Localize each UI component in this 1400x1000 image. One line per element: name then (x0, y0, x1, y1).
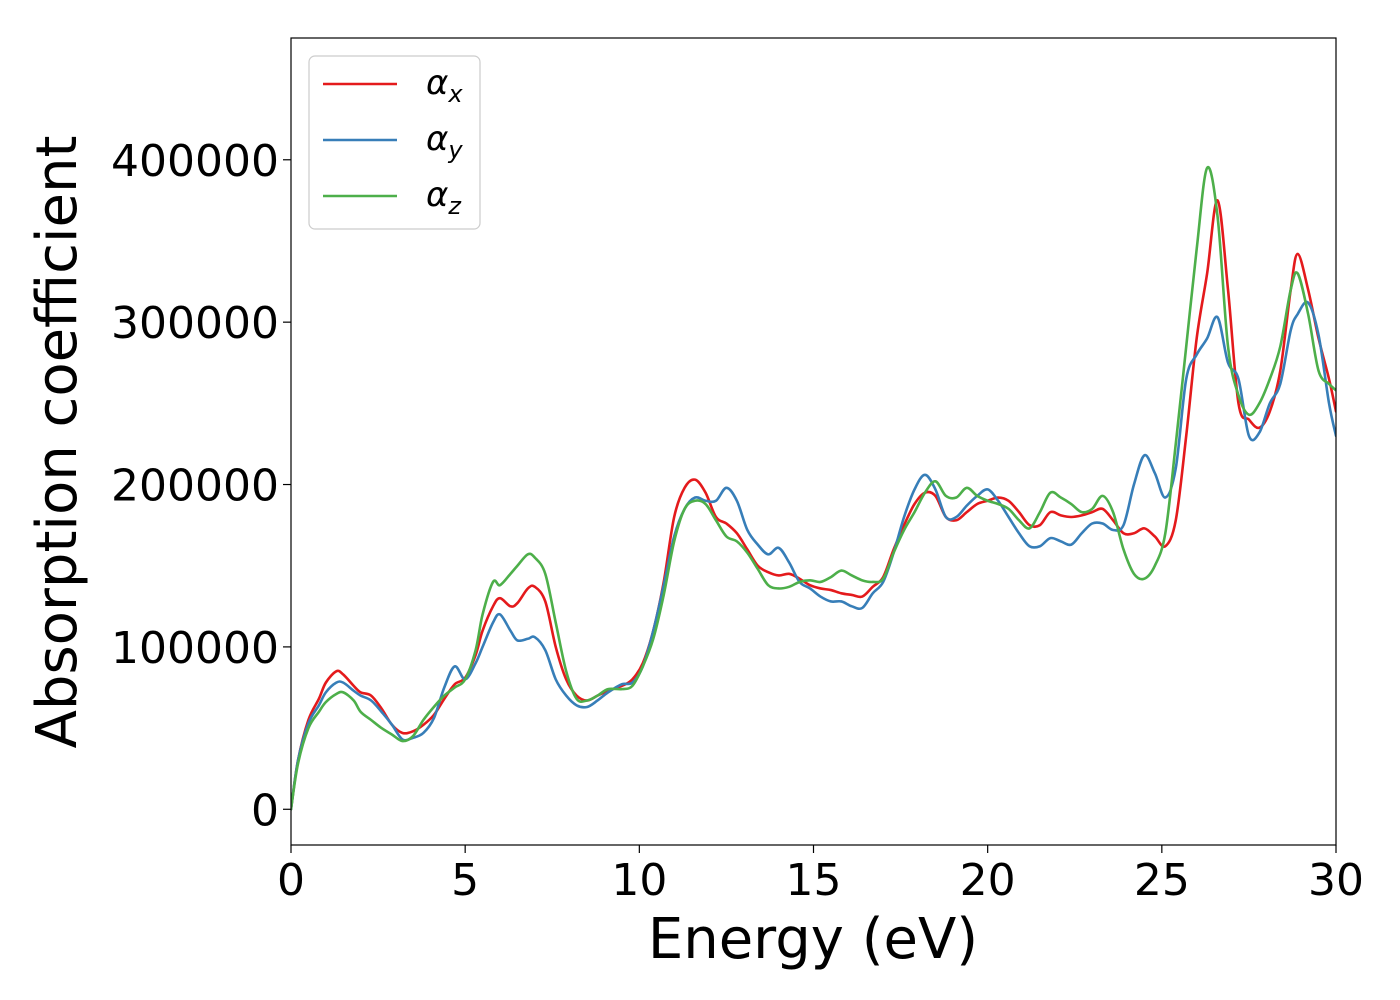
series-line-y (291, 300, 1336, 811)
y-axis: 0 100000 200000 300000 400000 (111, 136, 291, 836)
x-tick-label: 10 (611, 855, 667, 906)
legend: αx αy αz (308, 55, 481, 230)
x-axis-label: Energy (eV) (648, 907, 978, 972)
x-tick-label: 15 (786, 855, 842, 906)
y-axis-label: Absorption coefficient (25, 136, 90, 749)
x-tick-label: 25 (1134, 855, 1190, 906)
series-line-z (291, 165, 1336, 811)
x-tick-label: 5 (451, 855, 479, 906)
x-tick-label: 30 (1308, 855, 1364, 906)
x-axis: 0 5 10 15 20 25 30 (277, 845, 1364, 906)
series-line-x (291, 199, 1336, 811)
x-tick-label: 0 (277, 855, 305, 906)
legend-box (308, 55, 481, 230)
series-layer (291, 165, 1336, 811)
legend-label-y: αy (426, 119, 463, 164)
y-tick-label: 400000 (111, 136, 279, 187)
y-tick-label: 0 (251, 785, 279, 836)
y-tick-label: 200000 (111, 461, 279, 512)
x-tick-label: 20 (960, 855, 1016, 906)
legend-label-z: αz (426, 175, 462, 220)
y-tick-label: 300000 (111, 298, 279, 349)
y-tick-label: 100000 (111, 623, 279, 674)
legend-label-x: αx (426, 63, 463, 108)
